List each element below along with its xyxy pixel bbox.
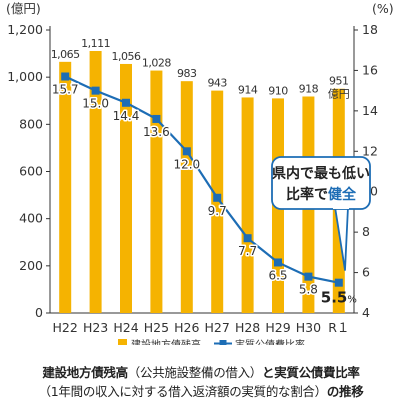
ratio-value-halo: 15.7 bbox=[52, 82, 79, 96]
left-tick-label: 600 bbox=[19, 164, 43, 179]
x-tick-label: H26 bbox=[174, 320, 199, 335]
line-group bbox=[61, 72, 343, 287]
left-axis-unit: (億円) bbox=[6, 1, 41, 16]
bar-value-label: 1,111 bbox=[81, 37, 110, 50]
x-tick-label: H29 bbox=[265, 320, 290, 335]
x-tick-label: H24 bbox=[113, 320, 138, 335]
right-tick-label: 12 bbox=[362, 143, 378, 158]
ratio-line bbox=[64, 75, 340, 284]
ratio-value-label: 14.4 bbox=[113, 109, 140, 123]
bar-value-label: 943 bbox=[207, 77, 227, 90]
ratio-value-halo: 9.7 bbox=[208, 204, 227, 218]
x-tick-label: H25 bbox=[144, 320, 169, 335]
ratio-value-halo: 13.6 bbox=[143, 125, 170, 139]
left-tick-label: 400 bbox=[19, 211, 43, 226]
x-tick-label: H27 bbox=[205, 320, 230, 335]
x-tick-label: H30 bbox=[296, 320, 321, 335]
legend-bar-swatch bbox=[118, 339, 127, 345]
caption-title-c: の推移 bbox=[326, 384, 364, 399]
ratio-value-halo: 14.4 bbox=[113, 109, 140, 123]
ratio-value-label: 9.7 bbox=[208, 204, 227, 218]
legend-bar-label: 建設地方債残高 bbox=[131, 338, 201, 345]
bar bbox=[211, 90, 224, 314]
ratio-value-label: 15.0 bbox=[82, 97, 109, 111]
bar-value-label: 910 bbox=[268, 84, 288, 97]
legend-line-marker bbox=[219, 340, 227, 345]
right-tick-label: 4 bbox=[362, 305, 370, 320]
ratio-value-label: 12.0 bbox=[173, 157, 200, 171]
ratio-point bbox=[61, 72, 70, 81]
caption-title-a: 建設地方債残高 bbox=[42, 365, 128, 380]
bar bbox=[180, 81, 193, 313]
ratio-value-label: 6.5 bbox=[268, 268, 287, 282]
right-tick-label: 6 bbox=[362, 265, 370, 280]
bar bbox=[241, 97, 254, 313]
bar-value-label: 1,065 bbox=[51, 48, 80, 61]
left-tick-label: 0 bbox=[35, 305, 43, 320]
left-tick-label: 1,200 bbox=[7, 22, 43, 37]
ratio-value-label: 7.7 bbox=[238, 244, 257, 258]
x-tick-label: H23 bbox=[83, 320, 108, 335]
chart-caption-line-2: （1年間の収入に対する借入返済額の実質的な割合）の推移 bbox=[4, 383, 398, 401]
callout-joint bbox=[333, 205, 349, 209]
x-tick-label: H22 bbox=[53, 320, 78, 335]
axes-group: 02004006008001,0001,2004681012141618(億円)… bbox=[6, 1, 394, 335]
x-tick-label: R１ bbox=[328, 320, 349, 335]
ratio-value-label: 5.8 bbox=[299, 283, 318, 297]
bar-value-label: 983 bbox=[177, 67, 197, 80]
ratio-value-label: 13.6 bbox=[143, 125, 170, 139]
legend-line-label: 実質公債費比率 bbox=[235, 338, 305, 345]
bar-unit-label: 億円 bbox=[328, 88, 350, 101]
bar bbox=[59, 61, 72, 314]
callout-box bbox=[271, 156, 371, 210]
ratio-value-halo: 15.0 bbox=[82, 97, 109, 111]
ratio-point bbox=[91, 86, 100, 95]
ratio-point bbox=[334, 278, 343, 287]
ratio-point bbox=[213, 193, 222, 202]
left-tick-label: 800 bbox=[19, 116, 43, 131]
caption-title-b: と実質公債費比率 bbox=[262, 365, 360, 380]
ratio-value-halo: 12.0 bbox=[173, 157, 200, 171]
ratio-point bbox=[122, 98, 130, 107]
ratio-value-halo: 5.8 bbox=[299, 283, 318, 297]
ratio-point bbox=[152, 114, 161, 123]
caption-note-a: （公共施設整備の借入） bbox=[127, 365, 263, 380]
right-tick-label: 16 bbox=[362, 62, 378, 77]
chart-caption-line-1: 建設地方債残高（公共施設整備の借入）と実質公債費比率 bbox=[4, 364, 398, 382]
callout-line-2: 比率で健全 bbox=[286, 186, 357, 203]
debt-ratio-chart: 02004006008001,0001,2004681012141618(億円)… bbox=[6, 1, 394, 345]
caption-note-b: （1年間の収入に対する借入返済額の実質的な割合） bbox=[38, 384, 328, 399]
line-labels-group: 15.715.715.015.014.414.413.613.612.012.0… bbox=[50, 81, 357, 307]
ratio-point bbox=[304, 272, 313, 281]
right-tick-label: 18 bbox=[362, 22, 378, 37]
bar-value-label: 918 bbox=[299, 83, 319, 96]
ratio-value-halo: 6.5 bbox=[268, 268, 287, 282]
ratio-value-label: 15.7 bbox=[52, 82, 79, 96]
bar bbox=[120, 63, 132, 314]
x-tick-label: H28 bbox=[235, 320, 260, 335]
bar-value-label: 1,028 bbox=[142, 57, 171, 70]
ratio-point bbox=[274, 258, 282, 267]
ratio-point bbox=[182, 147, 191, 156]
bar bbox=[150, 70, 163, 314]
left-tick-label: 1,000 bbox=[7, 69, 43, 84]
bar-value-label: 1,056 bbox=[112, 50, 141, 63]
bar-value-label: 914 bbox=[238, 83, 258, 96]
bar-value-label: 951 bbox=[329, 75, 349, 88]
right-axis-unit: (%) bbox=[372, 1, 394, 16]
bar bbox=[89, 50, 102, 313]
legend: 建設地方債残高 実質公債費比率 bbox=[118, 338, 305, 345]
ratio-last-label: 5.5% bbox=[321, 289, 357, 307]
ratio-value-halo: 7.7 bbox=[238, 244, 257, 258]
left-tick-label: 200 bbox=[19, 258, 43, 273]
right-tick-label: 8 bbox=[362, 224, 370, 239]
callout-line-1: 県内で最も低い bbox=[272, 165, 370, 182]
ratio-point bbox=[243, 234, 252, 243]
right-tick-label: 14 bbox=[362, 103, 378, 118]
